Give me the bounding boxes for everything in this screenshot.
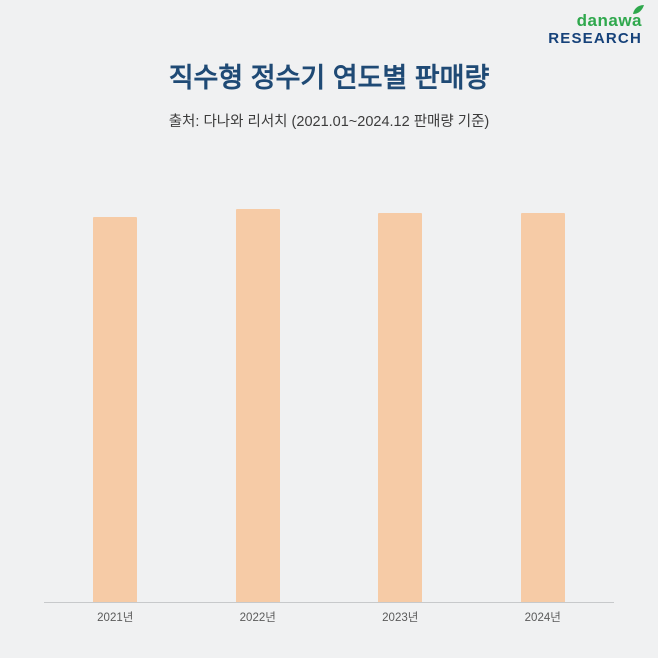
bar-chart: 2021년 2022년 2023년 2024년: [44, 170, 614, 625]
bar: [378, 213, 423, 602]
bar-group: [187, 170, 330, 602]
bar-group: [329, 170, 472, 602]
plot-area: [44, 170, 614, 603]
bar: [520, 213, 565, 602]
x-axis-label: 2021년: [97, 612, 134, 624]
leaf-icon: [633, 5, 644, 14]
chart-header: 직수형 정수기 연도별 판매량 출처: 다나와 리서치 (2021.01~202…: [0, 0, 658, 131]
x-axis-labels: 2021년 2022년 2023년 2024년: [44, 609, 614, 625]
x-axis-label: 2022년: [239, 612, 276, 624]
x-axis-label: 2024년: [524, 612, 561, 624]
bar: [235, 209, 280, 602]
source-subtitle: 출처: 다나와 리서치 (2021.01~2024.12 판매량 기준): [168, 114, 490, 130]
bar-group: [44, 170, 187, 602]
page-title: 직수형 정수기 연도별 판매량: [168, 63, 490, 93]
bar: [93, 217, 138, 602]
bar-group: [472, 170, 615, 602]
danawa-research-logo: danawa RESEARCH: [548, 5, 644, 47]
logo-brand-label: danawa: [576, 11, 642, 30]
research-logo-text: RESEARCH: [548, 29, 642, 47]
danawa-logo-text: danawa: [576, 5, 644, 30]
x-axis-label: 2023년: [382, 612, 419, 624]
